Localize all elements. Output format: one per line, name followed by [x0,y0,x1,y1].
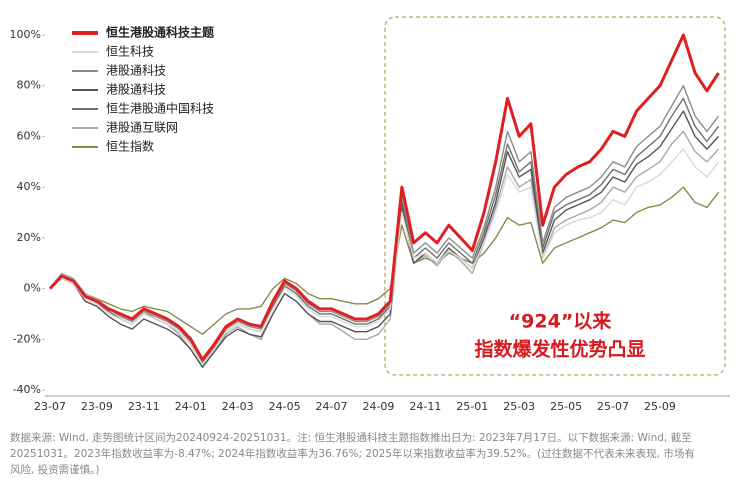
annotation: 指数爆发性优势凸显 [474,338,645,361]
legend-label: 恒生港股通中国科技 [106,101,214,116]
y-tick-label: 20% [17,231,41,244]
x-tick-label: 25-07 [597,400,629,413]
y-tick-label: 40% [17,180,41,193]
series-line [48,33,720,362]
annotation: “924”以来 [509,311,612,333]
legend-label: 恒生指数 [106,139,154,154]
y-tick-label: 60% [17,129,41,142]
footnote: 数据来源: Wind, 走势图统计区间为20240924-20251031。注:… [10,431,692,444]
x-tick-label: 25-05 [550,400,582,413]
y-tick-label: -20% [13,332,41,345]
legend-label: 港股通科技 [106,64,166,78]
x-tick-label: 24-03 [222,400,254,413]
x-tick-label: 24-01 [175,400,207,413]
x-tick-label: 25-01 [456,400,488,413]
y-tick-label: 80% [17,79,41,92]
x-tick-label: 23-11 [128,400,160,413]
y-tick-label: 0% [24,282,41,295]
legend-label: 恒生港股通科技主题 [106,25,215,40]
x-tick-label: 24-05 [269,400,301,413]
x-tick-label: 25-03 [503,400,535,413]
footnote: 20251031。2023年指数收益率为-8.47%; 2024年指数收益率为3… [10,447,695,460]
x-tick-label: 24-11 [409,400,441,413]
x-tick-label: 24-09 [362,400,394,413]
series-line [49,130,720,368]
legend-label: 恒生科技 [106,45,154,59]
legend-label: 港股通科技 [106,83,166,97]
series-line [49,97,720,366]
series-line [49,148,720,366]
x-tick-label: 23-07 [34,400,66,413]
legend-label: 港股通互联网 [106,121,178,135]
highlight-box [384,16,726,376]
x-tick-label: 25-09 [644,400,676,413]
y-tick-label: 100% [10,28,41,41]
series-line [49,110,720,368]
x-tick-label: 24-07 [316,400,348,413]
series-line [49,186,720,335]
footnote: 风险, 投资需谨慎。) [10,463,100,476]
y-tick-label: -40% [13,383,41,396]
x-tick-label: 23-09 [81,400,113,413]
series-line [49,84,720,363]
